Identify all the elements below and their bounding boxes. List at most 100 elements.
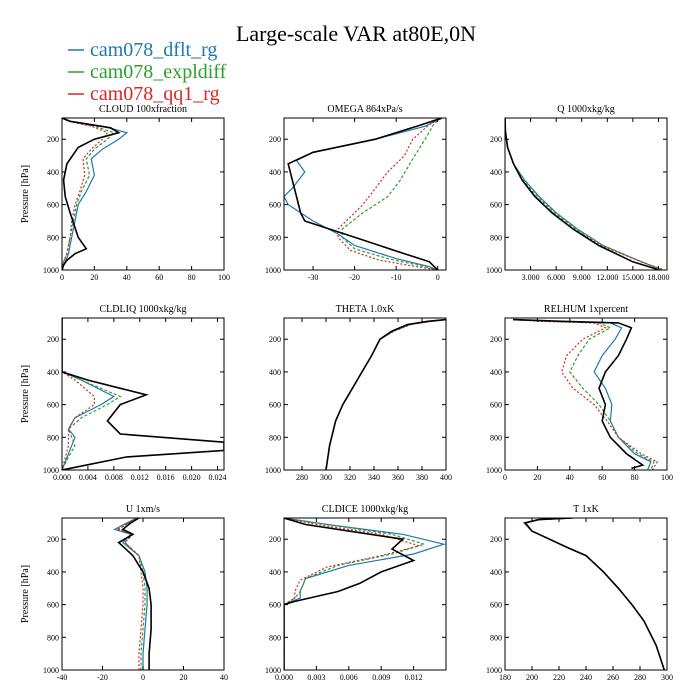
series-line [62,118,109,270]
plot-frame [504,517,668,671]
y-tick-label: 400 [47,368,59,377]
series-group [505,118,665,270]
y-tick-label: 1000 [486,266,502,275]
series-line [284,518,416,670]
x-tick-label: 6.000 [547,273,565,282]
x-tick-label: 380 [416,473,428,482]
y-tick-label: 600 [47,401,59,410]
y-tick-label: 600 [269,601,281,610]
x-tick-label: 200 [526,673,538,682]
series-group [513,318,659,470]
series-line [62,318,122,470]
y-tick-label: 1000 [43,666,59,675]
y-tick-label: 200 [269,335,281,344]
series-line [284,518,427,670]
panel-title: CLDLIQ 1000xkg/kg [100,304,187,315]
x-tick-label: 0.012 [405,673,423,682]
panel-title: Q 1000xkg/kg [557,104,615,115]
plot-frame [61,117,225,271]
series-line [513,319,655,470]
x-tick-label: 20 [180,673,188,682]
x-tick-label: -10 [391,273,402,282]
plot-frame [283,317,447,471]
y-tick-label: 400 [490,168,502,177]
y-tick-label: 800 [490,633,502,642]
x-tick-label: 100 [661,473,673,482]
x-tick-label: 0.003 [307,673,325,682]
x-tick-label: 0 [503,473,507,482]
series-line [62,118,129,270]
series-line [117,518,146,670]
x-tick-label: 320 [344,473,356,482]
series-line [325,319,446,470]
series-line [325,319,446,470]
legend-label: cam078_qq1_rg [90,83,220,105]
series-line [513,319,652,470]
x-tick-label: 260 [607,673,619,682]
series-group [113,518,152,670]
panel-title: CLDICE 1000xkg/kg [322,504,408,515]
series-line [113,518,148,670]
x-tick-label: 40 [566,473,574,482]
y-tick-label: 800 [269,633,281,642]
series-line [522,518,665,670]
x-tick-label: 18.000 [647,273,669,282]
x-tick-label: 0.008 [105,473,123,482]
y-tick-label: 800 [490,233,502,242]
x-tick-label: 40 [123,273,131,282]
series-line [522,518,665,670]
y-tick-label: 1000 [43,266,59,275]
series-group [284,518,446,670]
series-line [337,118,443,270]
x-tick-label: 0.006 [340,673,358,682]
x-tick-label: 12.000 [596,273,618,282]
y-tick-label: 600 [47,601,59,610]
series-line [62,318,96,470]
series-line [524,518,665,670]
x-tick-label: -30 [308,273,319,282]
y-tick-label: 800 [47,433,59,442]
y-tick-label: 200 [490,335,502,344]
chart-panel: CLDLIQ 1000xkg/kg Pressure [hPa] 200 400 600… [20,304,227,482]
y-tick-label: 800 [47,633,59,642]
series-line [62,118,115,270]
y-tick-label: 200 [47,335,59,344]
y-tick-label: 1000 [265,266,281,275]
x-tick-label: 400 [440,473,452,482]
series-line [62,118,121,270]
legend-label: cam078_dflt_rg [90,39,217,61]
x-tick-label: 20 [533,473,541,482]
x-tick-label: 280 [296,473,308,482]
y-tick-label: 600 [47,201,59,210]
y-tick-label: 400 [269,368,281,377]
x-tick-label: 0.012 [131,473,149,482]
x-tick-label: -20 [97,673,108,682]
y-tick-label: 800 [269,433,281,442]
panel-title: T 1xK [573,504,599,515]
series-line [115,518,144,670]
x-tick-label: 60 [598,473,606,482]
x-tick-label: 0 [141,673,145,682]
y-tick-label: 800 [269,233,281,242]
y-axis-label: Pressure [hPa] [20,565,31,623]
series-line [513,319,659,470]
panel-title: CLOUD 100xfraction [99,104,187,115]
chart-panel: THETA 1.0xK 200 400 600 800 1000 280 300 320 340 3… [265,304,452,482]
y-tick-label: 200 [269,535,281,544]
y-tick-label: 400 [47,168,59,177]
y-tick-label: 400 [269,168,281,177]
series-line [62,318,224,470]
series-line [325,319,446,470]
x-tick-label: 0 [436,273,440,282]
x-tick-label: 80 [188,273,196,282]
x-tick-label: 80 [631,473,639,482]
y-tick-label: 400 [490,368,502,377]
y-tick-label: 1000 [43,466,59,475]
series-group [62,118,129,270]
y-tick-label: 400 [269,568,281,577]
figure-title: Large-scale VAR at80E,0N [236,21,476,46]
x-tick-label: 40 [220,673,228,682]
